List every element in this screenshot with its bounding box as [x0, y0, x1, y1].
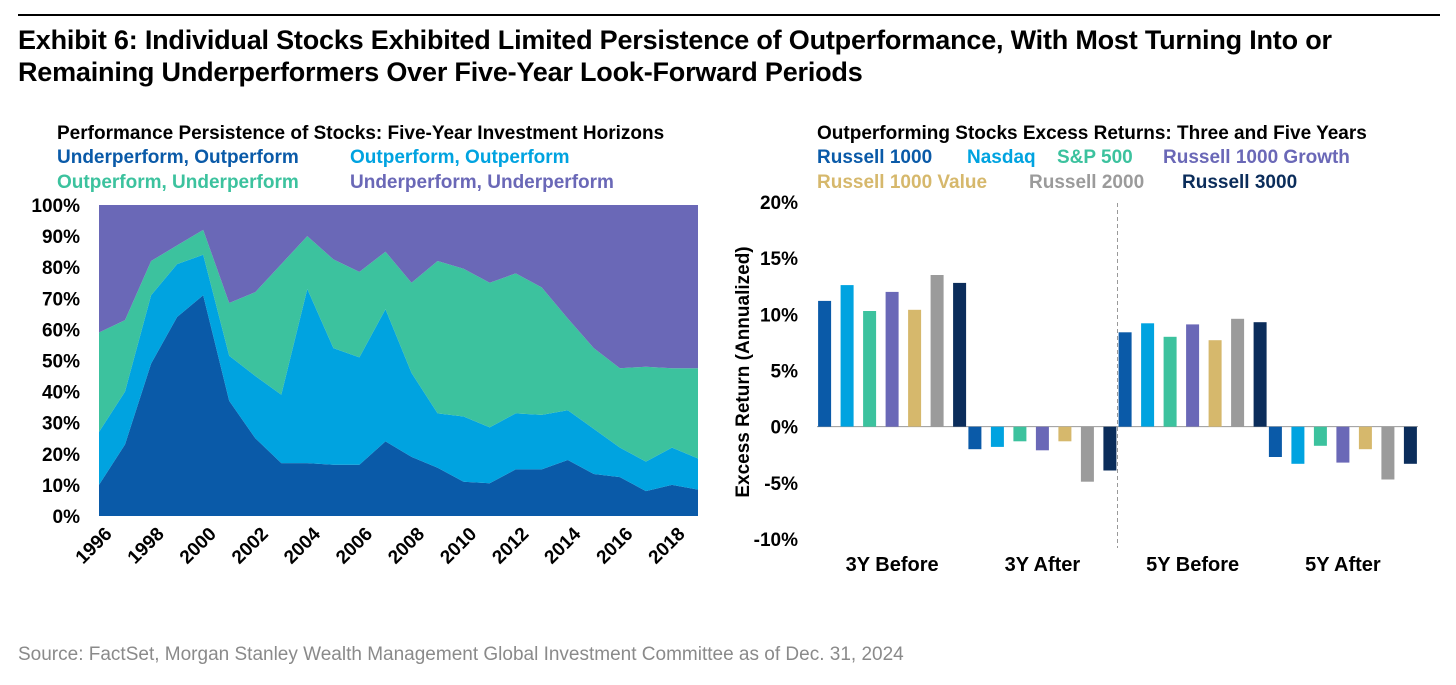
- area-series-4: [99, 205, 698, 369]
- bar-3y-before-russell-2000: [930, 275, 944, 427]
- area-y-tick-100pct: 100%: [31, 196, 80, 217]
- source-note: Source: FactSet, Morgan Stanley Wealth M…: [18, 644, 904, 665]
- area-y-tick-50pct: 50%: [42, 352, 80, 373]
- bar-3y-after-russell-1000: [968, 426, 982, 450]
- bar-3y-before-nasdaq: [840, 285, 854, 427]
- area-x-tick-2006: 2006: [332, 524, 377, 569]
- bar-legend-russell-2000: Russell 2000: [1029, 172, 1144, 193]
- bar-legend-russell-1000: Russell 1000: [817, 147, 932, 168]
- area-x-tick-2000: 2000: [176, 524, 221, 569]
- bar-5y-before-russell-2000: [1231, 318, 1245, 427]
- bar-3y-before-russell-1000: [818, 300, 832, 427]
- bar-3y-before-russell-1000-growth: [885, 291, 899, 427]
- exhibit-title: Exhibit 6: Individual Stocks Exhibited L…: [18, 24, 1418, 88]
- area-y-tick-80pct: 80%: [42, 258, 80, 279]
- area-x-tick-2004: 2004: [280, 523, 325, 568]
- bar-3y-after-russell-1000-value: [1058, 426, 1072, 442]
- exhibit-title-line2: Remaining Underperformers Over Five-Year…: [18, 57, 863, 87]
- bar-y-tick-0pct: 0%: [771, 418, 799, 439]
- top-rule: [18, 14, 1440, 16]
- bar-y-tick-20pct: 20%: [760, 193, 798, 214]
- bar-y-axis-label: Excess Return (Annualized): [733, 246, 754, 497]
- exhibit-title-line1: Exhibit 6: Individual Stocks Exhibited L…: [18, 25, 1332, 55]
- area-x-tick-2012: 2012: [488, 524, 533, 569]
- bar-5y-after-russell-1000-value: [1358, 426, 1372, 450]
- area-y-tick-0pct: 0%: [53, 507, 81, 528]
- area-x-tick-2002: 2002: [228, 524, 273, 569]
- area-y-tick-70pct: 70%: [42, 289, 80, 310]
- area-legend-3: Outperform, Underperform: [57, 172, 299, 193]
- bar-chart-title: Outperforming Stocks Excess Returns: Thr…: [817, 123, 1367, 144]
- area-x-tick-1996: 1996: [72, 524, 117, 569]
- area-y-tick-30pct: 30%: [42, 414, 80, 435]
- area-chart-title: Performance Persistence of Stocks: Five-…: [57, 123, 664, 144]
- area-y-tick-40pct: 40%: [42, 383, 80, 404]
- bar-y-tick-10pct: 10%: [760, 305, 798, 326]
- bar-5y-after-russell-2000: [1381, 426, 1395, 480]
- bar-category-3y-before: 3Y Before: [846, 554, 939, 576]
- area-y-tick-90pct: 90%: [42, 227, 80, 248]
- area-x-tick-2018: 2018: [645, 524, 690, 569]
- bar-3y-before-russell-1000-value: [908, 309, 922, 427]
- bar-5y-after-russell-1000: [1268, 426, 1282, 457]
- bar-3y-after-s-p-500: [1013, 426, 1027, 442]
- area-y-tick-20pct: 20%: [42, 445, 80, 466]
- bar-5y-before-russell-1000: [1118, 332, 1132, 427]
- area-x-tick-2008: 2008: [384, 524, 429, 569]
- area-legend-2: Outperform, Outperform: [350, 147, 570, 168]
- bar-5y-before-s-p-500: [1163, 336, 1177, 427]
- bar-category-3y-after: 3Y After: [1005, 554, 1081, 576]
- bar-5y-before-russell-1000-value: [1208, 340, 1222, 427]
- area-x-tick-2016: 2016: [593, 524, 638, 569]
- bar-y-tick-5pct: 5%: [771, 362, 799, 383]
- area-series-1: [99, 295, 698, 516]
- bar-legend-nasdaq: Nasdaq: [967, 147, 1036, 168]
- bar-3y-before-russell-3000: [953, 282, 967, 427]
- bar-3y-after-russell-3000: [1103, 426, 1117, 471]
- bar-legend-russell-1000-growth: Russell 1000 Growth: [1163, 147, 1350, 168]
- bar-5y-before-russell-3000: [1253, 322, 1267, 427]
- area-y-tick-10pct: 10%: [42, 476, 80, 497]
- bar-y-tick-neg10pct: -10%: [754, 530, 798, 551]
- area-series-2: [99, 254, 698, 492]
- bar-5y-before-russell-1000-growth: [1186, 324, 1200, 427]
- bar-5y-after-s-p-500: [1313, 426, 1327, 446]
- area-legend-1: Underperform, Outperform: [57, 147, 299, 168]
- area-legend-4: Underperform, Underperform: [350, 172, 614, 193]
- area-x-tick-2014: 2014: [541, 523, 586, 568]
- bar-5y-after-russell-3000: [1403, 426, 1417, 464]
- area-series-3: [99, 229, 698, 462]
- bar-category-5y-before: 5Y Before: [1146, 554, 1239, 576]
- bar-5y-after-russell-1000-growth: [1336, 426, 1350, 463]
- bar-legend-s-p-500: S&P 500: [1057, 147, 1133, 168]
- bar-5y-after-nasdaq: [1291, 426, 1305, 464]
- bar-3y-before-s-p-500: [863, 311, 877, 427]
- bar-3y-after-nasdaq: [990, 426, 1004, 447]
- bar-legend-russell-3000: Russell 3000: [1182, 172, 1297, 193]
- area-x-tick-1998: 1998: [124, 524, 169, 569]
- bar-3y-after-russell-1000-growth: [1035, 426, 1049, 451]
- exhibit-charts: Performance Persistence of Stocks: Five-…: [31, 123, 1418, 576]
- bar-category-5y-after: 5Y After: [1305, 554, 1381, 576]
- bar-y-tick-15pct: 15%: [760, 249, 798, 270]
- area-y-tick-60pct: 60%: [42, 320, 80, 341]
- bar-3y-after-russell-2000: [1080, 426, 1094, 482]
- bar-legend-russell-1000-value: Russell 1000 Value: [817, 172, 987, 193]
- bar-y-tick-neg5pct: -5%: [764, 474, 798, 495]
- area-x-tick-2010: 2010: [436, 524, 481, 569]
- bar-5y-before-nasdaq: [1141, 323, 1155, 427]
